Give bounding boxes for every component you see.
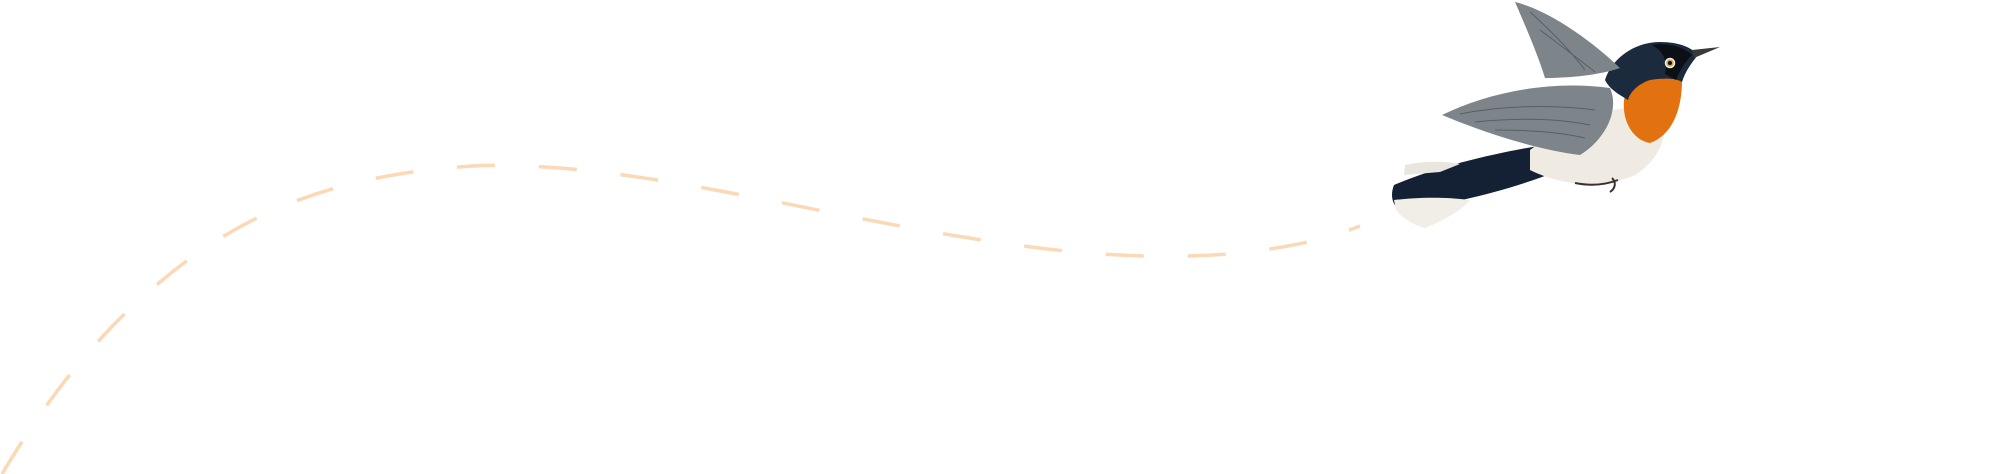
bird-tail [1392,145,1555,210]
bird-feet [1574,177,1619,193]
bird-throat [1623,74,1682,143]
bird-lower-wing [1442,85,1614,155]
flight-path [0,163,1361,474]
bird-beak [1692,47,1720,58]
bird-upper-wing [1515,2,1620,78]
bird-tail-tips [1394,197,1470,228]
bird-icon [1392,2,1720,228]
